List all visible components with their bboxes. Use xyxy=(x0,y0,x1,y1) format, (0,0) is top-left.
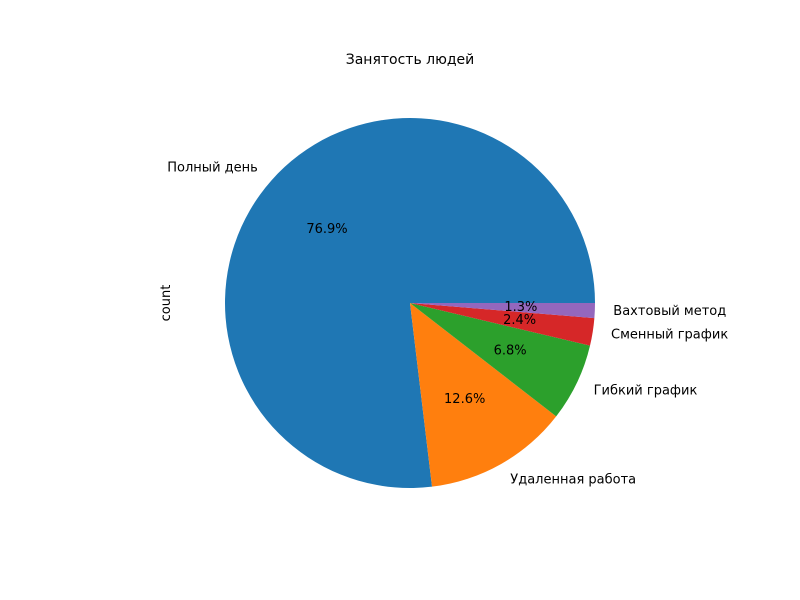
slice-label: Вахтовый метод xyxy=(613,304,726,319)
slice-label: Сменный график xyxy=(611,327,728,342)
pie-slice xyxy=(410,303,557,487)
pie-labels: Полный день 76.9% Удаленная работа 12.6% Гиб… xyxy=(167,160,728,487)
slice-percent-label: 12.6% xyxy=(444,392,485,407)
slice-percent-label: 6.8% xyxy=(494,343,527,358)
slice-label: Полный день xyxy=(167,160,258,175)
pie-slice xyxy=(410,303,595,346)
slice-label: Удаленная работа xyxy=(510,473,636,488)
slice-percent-label: 76.9% xyxy=(306,222,347,237)
pie-slice xyxy=(225,117,595,488)
pie-slice xyxy=(410,303,591,417)
slice-percent-label: 1.3% xyxy=(504,300,537,315)
y-axis-label: count xyxy=(159,285,174,322)
chart-title: Занятость людей xyxy=(346,52,475,68)
slice-label: Гибкий график xyxy=(594,383,698,398)
pie-slice xyxy=(410,303,595,319)
pie-slices xyxy=(225,117,595,488)
slice-percent-label: 2.4% xyxy=(503,313,536,328)
